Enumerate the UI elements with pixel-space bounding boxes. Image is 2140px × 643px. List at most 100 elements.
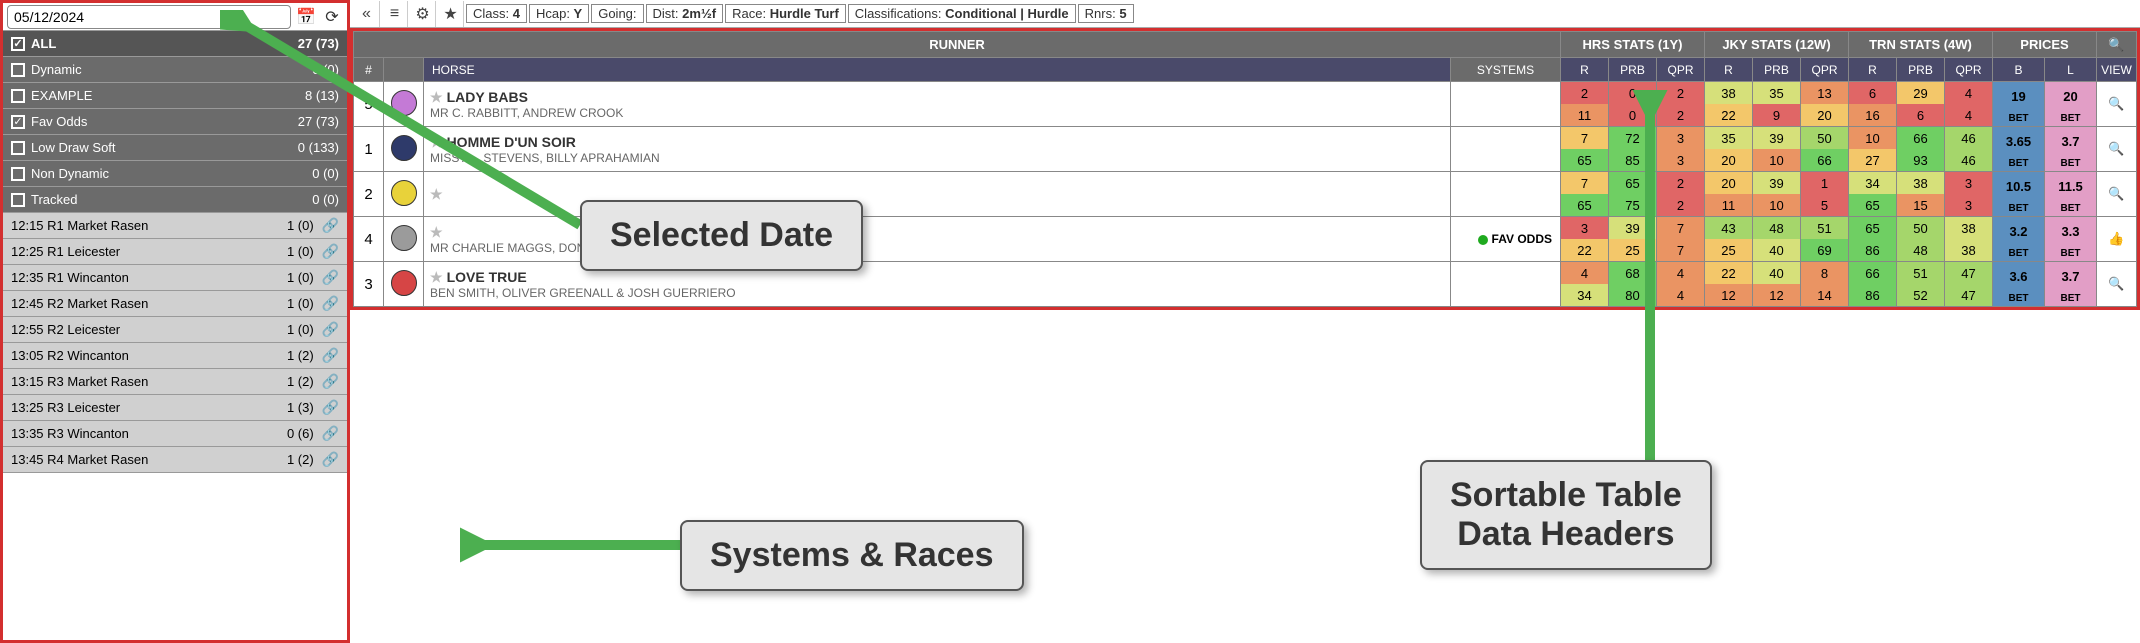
sidebar-race[interactable]: 13:45 R4 Market Rasen1 (2) 🔗: [3, 447, 347, 473]
stat-cell: 44: [1657, 262, 1705, 307]
price-back[interactable]: 19BET: [1993, 82, 2045, 127]
link-icon[interactable]: 🔗: [318, 243, 339, 259]
hdr-stat[interactable]: QPR: [1945, 58, 1993, 82]
price-lay[interactable]: 3.7BET: [2045, 127, 2097, 172]
hdr-stat[interactable]: PRB: [1609, 58, 1657, 82]
hdr-jky[interactable]: JKY STATS (12W): [1705, 32, 1849, 58]
sidebar-category[interactable]: ✓ALL27 (73): [3, 31, 347, 57]
checkbox-icon[interactable]: ✓: [11, 115, 25, 129]
view-button[interactable]: 🔍: [2097, 262, 2137, 307]
hdr-stat[interactable]: PRB: [1753, 58, 1801, 82]
star-icon[interactable]: ★: [430, 89, 443, 106]
price-lay[interactable]: 11.5BET: [2045, 172, 2097, 217]
sidebar-category[interactable]: Dynamic0 (0): [3, 57, 347, 83]
menu-icon[interactable]: ≡: [382, 1, 408, 27]
view-button[interactable]: 🔍: [2097, 172, 2137, 217]
price-back[interactable]: 10.5BET: [1993, 172, 2045, 217]
stat-cell: 4747: [1945, 262, 1993, 307]
calendar-icon[interactable]: 📅: [295, 6, 317, 28]
sidebar-race[interactable]: 12:55 R2 Leicester1 (0) 🔗: [3, 317, 347, 343]
sidebar-race[interactable]: 12:25 R1 Leicester1 (0) 🔗: [3, 239, 347, 265]
price-back[interactable]: 3.65BET: [1993, 127, 2045, 172]
stat-cell: 77: [1657, 217, 1705, 262]
stat-cell: 1320: [1801, 82, 1849, 127]
link-icon[interactable]: 🔗: [318, 217, 339, 233]
collapse-icon[interactable]: «: [354, 1, 380, 27]
star-icon[interactable]: ★: [438, 1, 464, 27]
hdr-systems[interactable]: SYSTEMS: [1451, 58, 1561, 82]
hdr-stat[interactable]: QPR: [1801, 58, 1849, 82]
sidebar-category[interactable]: Non Dynamic0 (0): [3, 161, 347, 187]
link-icon[interactable]: 🔗: [318, 425, 339, 441]
link-icon[interactable]: 🔗: [318, 321, 339, 337]
breadcrumb-item[interactable]: Rnrs: 5: [1078, 4, 1134, 23]
breadcrumb-item[interactable]: Class: 4: [466, 4, 527, 23]
link-icon[interactable]: 🔗: [318, 269, 339, 285]
link-icon[interactable]: 🔗: [318, 451, 339, 467]
sidebar-category[interactable]: Tracked0 (0): [3, 187, 347, 213]
checkbox-icon[interactable]: [11, 167, 25, 181]
sidebar-category[interactable]: EXAMPLE8 (13): [3, 83, 347, 109]
stat-cell: 22: [1657, 82, 1705, 127]
breadcrumb-item[interactable]: Hcap: Y: [529, 4, 589, 23]
hdr-stat[interactable]: PRB: [1897, 58, 1945, 82]
hdr-price[interactable]: B: [1993, 58, 2045, 82]
price-lay[interactable]: 3.3BET: [2045, 217, 2097, 262]
sidebar-race[interactable]: 13:35 R3 Wincanton0 (6) 🔗: [3, 421, 347, 447]
star-icon[interactable]: ★: [430, 134, 443, 151]
sidebar-category[interactable]: Low Draw Soft0 (133): [3, 135, 347, 161]
sidebar-race[interactable]: 12:45 R2 Market Rasen1 (0) 🔗: [3, 291, 347, 317]
horse-cell[interactable]: ★HOMME D'UN SOIR MISS A... STEVENS, BILL…: [424, 127, 1451, 172]
view-button[interactable]: 🔍: [2097, 127, 2137, 172]
hdr-num[interactable]: #: [354, 58, 384, 82]
view-button[interactable]: 🔍: [2097, 82, 2137, 127]
horse-cell[interactable]: ★LOVE TRUE BEN SMITH, OLIVER GREENALL & …: [424, 262, 1451, 307]
sidebar-race[interactable]: 13:05 R2 Wincanton1 (2) 🔗: [3, 343, 347, 369]
sidebar-category[interactable]: ✓Fav Odds27 (73): [3, 109, 347, 135]
sidebar-race[interactable]: 13:25 R3 Leicester1 (3) 🔗: [3, 395, 347, 421]
horse-cell[interactable]: ★LADY BABS MR C. RABBITT, ANDREW CROOK: [424, 82, 1451, 127]
link-icon[interactable]: 🔗: [318, 373, 339, 389]
breadcrumb-item[interactable]: Going:: [591, 4, 643, 23]
hdr-horse[interactable]: HORSE: [424, 58, 1451, 82]
sidebar-race[interactable]: 12:15 R1 Market Rasen1 (0) 🔗: [3, 213, 347, 239]
hdr-stat[interactable]: R: [1849, 58, 1897, 82]
search-icon[interactable]: 🔍: [2097, 32, 2137, 58]
refresh-icon[interactable]: ⟳: [321, 6, 343, 28]
price-back[interactable]: 3.2BET: [1993, 217, 2045, 262]
horse-cell[interactable]: ★ MR CHARLIE MAGGS, DONALD MCCAIN: [424, 217, 1451, 262]
sidebar-race[interactable]: 13:15 R3 Market Rasen1 (2) 🔗: [3, 369, 347, 395]
price-lay[interactable]: 20BET: [2045, 82, 2097, 127]
gear-icon[interactable]: ⚙: [410, 1, 436, 27]
hdr-stat[interactable]: R: [1705, 58, 1753, 82]
price-lay[interactable]: 3.7BET: [2045, 262, 2097, 307]
checkbox-icon[interactable]: [11, 89, 25, 103]
link-icon[interactable]: 🔗: [318, 295, 339, 311]
link-icon[interactable]: 🔗: [318, 399, 339, 415]
table-row: 4 ★ MR CHARLIE MAGGS, DONALD MCCAIN FAV …: [354, 217, 2137, 262]
category-label: EXAMPLE: [31, 88, 92, 103]
breadcrumb-item[interactable]: Race: Hurdle Turf: [725, 4, 846, 23]
date-input[interactable]: [7, 5, 291, 29]
horse-cell[interactable]: ★: [424, 172, 1451, 217]
star-icon[interactable]: ★: [430, 269, 443, 286]
hdr-hrs[interactable]: HRS STATS (1Y): [1561, 32, 1705, 58]
view-button[interactable]: 👍: [2097, 217, 2137, 262]
price-back[interactable]: 3.6BET: [1993, 262, 2045, 307]
breadcrumb-item[interactable]: Dist: 2m½f: [646, 4, 724, 23]
hdr-price[interactable]: L: [2045, 58, 2097, 82]
checkbox-icon[interactable]: [11, 141, 25, 155]
link-icon[interactable]: 🔗: [318, 347, 339, 363]
sidebar-race[interactable]: 12:35 R1 Wincanton1 (0) 🔗: [3, 265, 347, 291]
hdr-stat[interactable]: QPR: [1657, 58, 1705, 82]
hdr-trn[interactable]: TRN STATS (4W): [1849, 32, 1993, 58]
star-icon[interactable]: ★: [430, 224, 443, 241]
checkbox-icon[interactable]: [11, 63, 25, 77]
star-icon[interactable]: ★: [430, 186, 443, 203]
hdr-prices[interactable]: PRICES: [1993, 32, 2097, 58]
category-count: 27 (73): [298, 36, 339, 51]
checkbox-icon[interactable]: ✓: [11, 37, 25, 51]
breadcrumb-item[interactable]: Classifications: Conditional | Hurdle: [848, 4, 1076, 23]
hdr-stat[interactable]: R: [1561, 58, 1609, 82]
checkbox-icon[interactable]: [11, 193, 25, 207]
